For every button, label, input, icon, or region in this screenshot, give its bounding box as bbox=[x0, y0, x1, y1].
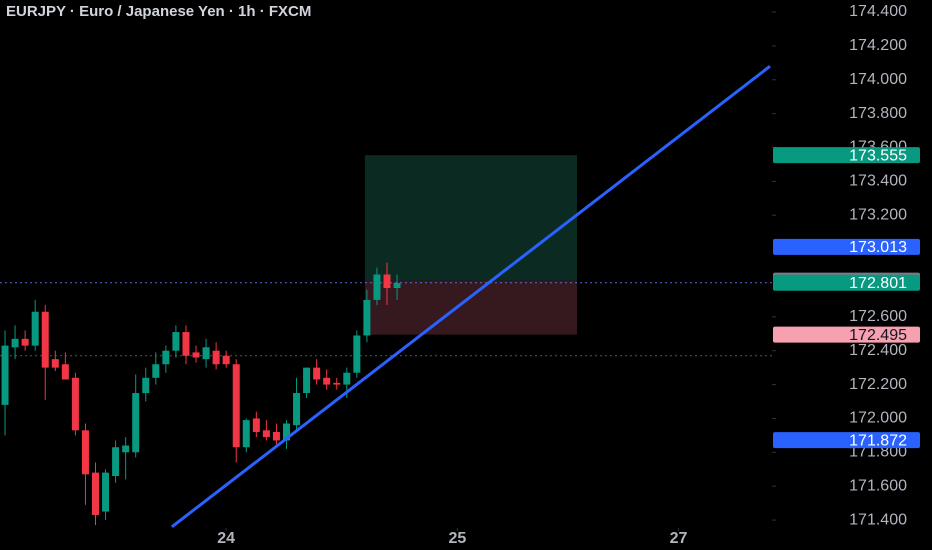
y-tick-label: 173.200 bbox=[849, 206, 907, 223]
candle-body bbox=[41, 311, 49, 368]
candle-body bbox=[373, 274, 381, 300]
candle-body bbox=[343, 372, 351, 385]
candle-body bbox=[102, 472, 110, 512]
candle-body bbox=[182, 332, 190, 356]
price-badge-label: 172.495 bbox=[849, 327, 907, 344]
candle-body bbox=[323, 377, 331, 385]
candle-body bbox=[132, 393, 140, 453]
price-badge-label: 171.872 bbox=[849, 432, 907, 449]
candle-body bbox=[353, 335, 361, 373]
candle-body bbox=[293, 393, 301, 426]
plot-area bbox=[0, 65, 772, 528]
x-tick-label: 27 bbox=[670, 530, 688, 547]
candle-body bbox=[222, 355, 230, 365]
y-tick-label: 174.400 bbox=[849, 3, 907, 20]
candle-body bbox=[11, 338, 19, 348]
y-tick-label: 174.000 bbox=[849, 71, 907, 88]
candle-body bbox=[21, 338, 29, 346]
x-tick-label: 25 bbox=[448, 530, 466, 547]
y-tick-label: 171.600 bbox=[849, 477, 907, 494]
candle-body bbox=[142, 377, 150, 394]
candle-body bbox=[71, 377, 79, 431]
trend-line bbox=[170, 65, 771, 528]
price-badge bbox=[773, 326, 920, 343]
candle-body bbox=[122, 445, 130, 453]
candle-body bbox=[282, 423, 290, 441]
candle-body bbox=[51, 359, 59, 368]
candle-body bbox=[252, 418, 260, 432]
candle-body bbox=[91, 472, 99, 515]
y-tick-label: 174.200 bbox=[849, 37, 907, 54]
price-badge-label: 173.013 bbox=[849, 239, 907, 256]
candle-body bbox=[172, 332, 180, 351]
y-tick-label: 171.400 bbox=[849, 511, 907, 528]
candle-body bbox=[31, 311, 39, 346]
candle-body bbox=[232, 364, 240, 448]
y-tick-label: 172.600 bbox=[849, 308, 907, 325]
candle-body bbox=[81, 430, 89, 475]
candle-body bbox=[393, 282, 401, 289]
candle-body bbox=[112, 447, 120, 477]
y-tick-label: 172.000 bbox=[849, 410, 907, 427]
candle-body bbox=[192, 352, 200, 358]
position-loss-zone bbox=[364, 280, 577, 335]
x-tick-label: 24 bbox=[217, 530, 235, 547]
candle-body bbox=[363, 299, 371, 336]
price-badge bbox=[773, 432, 920, 449]
y-tick-label: 172.400 bbox=[849, 342, 907, 359]
candle-body bbox=[272, 431, 280, 441]
candle-body bbox=[383, 274, 391, 289]
y-tick-label: 173.800 bbox=[849, 105, 907, 122]
candle-body bbox=[313, 367, 321, 380]
price-badge bbox=[773, 238, 920, 255]
position-profit-zone bbox=[364, 155, 577, 281]
price-badge bbox=[773, 274, 920, 291]
candle-body bbox=[262, 430, 270, 438]
candle-body bbox=[242, 420, 250, 448]
candle-body bbox=[1, 345, 9, 405]
y-tick-label: 172.200 bbox=[849, 376, 907, 393]
chart-title: EURJPY · Euro / Japanese Yen · 1h · FXCM bbox=[6, 3, 311, 20]
candle-body bbox=[303, 367, 311, 394]
candle-body bbox=[202, 347, 210, 360]
candle-body bbox=[162, 350, 170, 365]
candle-body bbox=[152, 364, 160, 378]
price-badge bbox=[773, 147, 920, 164]
candle-body bbox=[333, 382, 341, 385]
candle-body bbox=[61, 364, 69, 380]
candle-body bbox=[212, 350, 220, 365]
price-badge-label: 173.555 bbox=[849, 147, 907, 164]
price-badge-label: 172.801 bbox=[849, 275, 907, 292]
y-tick-label: 173.400 bbox=[849, 173, 907, 190]
